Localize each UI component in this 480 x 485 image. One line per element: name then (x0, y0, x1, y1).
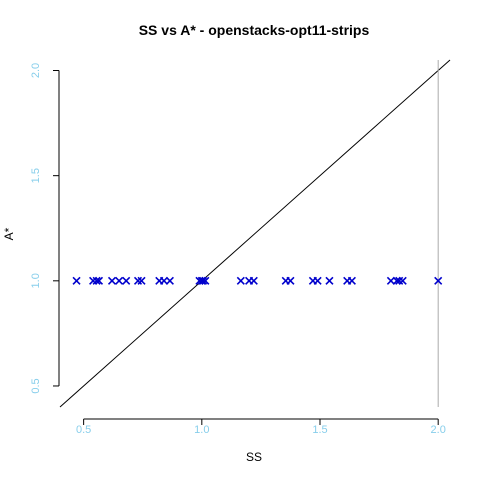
data-point (236, 276, 245, 285)
data-point-stroke (313, 276, 322, 285)
y-tick-label: 1.5 (30, 168, 42, 183)
data-point (286, 276, 295, 285)
data-point-stroke (198, 276, 208, 285)
data-point (313, 276, 322, 285)
data-point (386, 276, 395, 285)
data-point-stroke (398, 276, 407, 285)
data-point-stroke (347, 276, 356, 285)
x-axis-label: SS (246, 450, 262, 464)
data-point (72, 276, 81, 285)
data-point-stroke (392, 276, 401, 285)
data-point-stroke (137, 276, 146, 285)
data-point-stroke (386, 276, 395, 285)
data-point (159, 276, 169, 285)
y-tick-label: 1.0 (30, 273, 42, 288)
x-tick-label: 2.0 (431, 424, 446, 436)
x-tick-label: 1.5 (312, 424, 327, 436)
data-point (165, 276, 174, 285)
reference-lines (59, 59, 451, 408)
data-point (434, 276, 443, 285)
data-point (398, 276, 407, 285)
data-point (107, 276, 117, 285)
data-point-stroke (325, 276, 334, 285)
data-point-stroke (92, 276, 101, 285)
data-point-stroke (165, 276, 174, 285)
data-point-stroke (115, 276, 124, 285)
data-point (94, 276, 104, 285)
data-point (137, 276, 146, 285)
data-point (392, 276, 401, 285)
data-point (92, 276, 101, 285)
y-tick-label: 2.0 (30, 63, 42, 78)
data-point (325, 276, 334, 285)
reference-line-y-equals-x (59, 59, 451, 408)
data-point-stroke (286, 276, 295, 285)
data-point-stroke (201, 276, 210, 285)
data-point-stroke (122, 276, 131, 285)
data-point-stroke (94, 276, 104, 285)
axes: 0.5 1.0 1.5 2.0 0.5 1.0 1.5 2.0 (30, 63, 446, 436)
data-point-stroke (236, 276, 245, 285)
chart-title: SS vs A* - openstacks-opt11-strips (139, 22, 370, 38)
data-point-stroke (107, 276, 117, 285)
data-point (122, 276, 131, 285)
data-point (115, 276, 124, 285)
data-point-stroke (72, 276, 81, 285)
x-tick-label: 1.0 (194, 424, 209, 436)
data-point-stroke (159, 276, 169, 285)
y-tick-label: 0.5 (30, 378, 42, 393)
data-point-stroke (249, 276, 258, 285)
data-point (347, 276, 356, 285)
data-point (198, 276, 208, 285)
data-points (72, 276, 443, 285)
x-tick-label: 0.5 (76, 424, 91, 436)
data-point (201, 276, 210, 285)
data-point (249, 276, 258, 285)
data-point-stroke (434, 276, 443, 285)
y-axis-label: A* (2, 227, 16, 240)
